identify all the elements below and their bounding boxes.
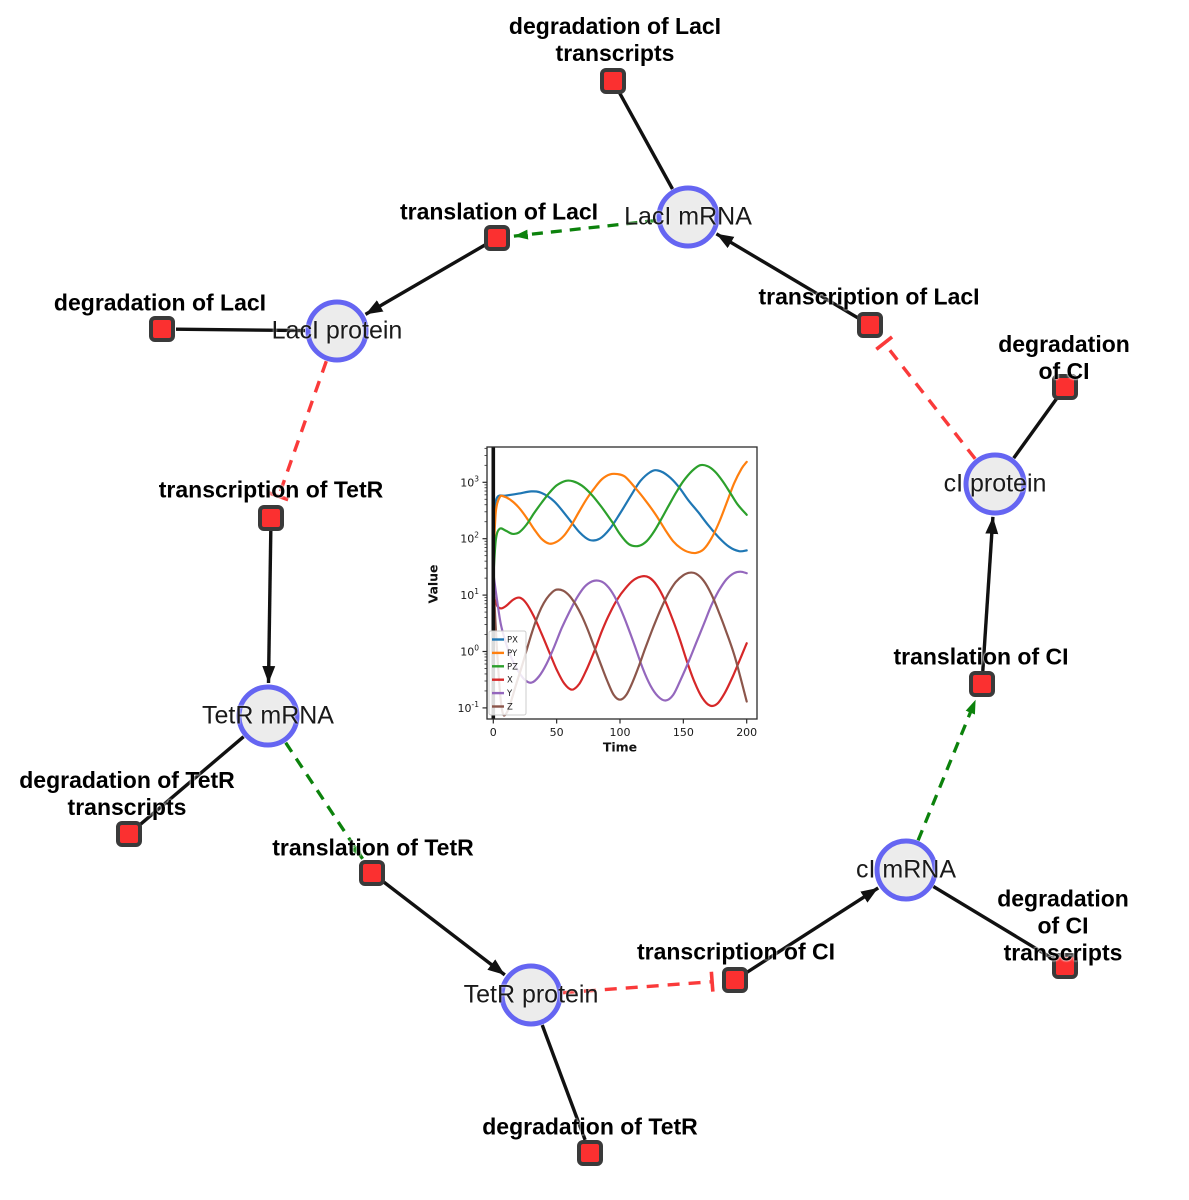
legend-label-Z: Z: [507, 703, 513, 713]
process-node-tl_laci: [484, 225, 510, 251]
species-node-ci_protein: [963, 452, 1027, 516]
species-node-tetr_protein: [499, 963, 563, 1027]
process-node-tx_laci: [857, 312, 883, 338]
plot-frame: [486, 446, 758, 720]
edge-degradation-laci_protein-deg_laci: [175, 327, 306, 333]
process-node-tl_tetr: [359, 860, 385, 886]
process-node-deg_laci: [149, 316, 175, 342]
legend-label-Y: Y: [506, 689, 513, 699]
edge-production-tl_tetr-tetr_protein: [381, 879, 506, 977]
series-PX: [492, 469, 748, 553]
legend-label-PY: PY: [507, 649, 518, 659]
legend-label-X: X: [507, 676, 513, 686]
edge-production-tx_laci-laci_mrna: [715, 232, 860, 320]
process-node-deg_ci_tx: [1052, 953, 1078, 979]
edge-production-tl_laci-laci_protein: [364, 243, 487, 316]
edges-layer: [138, 92, 1059, 1141]
species-nodes-layer: [236, 185, 1027, 1027]
x-tick-label: 200: [736, 726, 757, 739]
edge-degradation-tetr_mrna-deg_tetr_tx: [138, 735, 245, 827]
edge-production-tl_ci-ci_protein: [981, 516, 999, 672]
species-node-laci_mrna: [656, 185, 720, 249]
x-tick-label: 50: [550, 726, 564, 739]
edge-degradation-laci_mrna-deg_laci_tx: [618, 92, 674, 190]
series-X: [492, 574, 748, 708]
species-node-tetr_mrna: [236, 684, 300, 748]
process-nodes-layer: [116, 68, 1078, 1166]
process-node-deg_laci_tx: [600, 68, 626, 94]
species-node-laci_protein: [305, 299, 369, 363]
legend-label-PZ: PZ: [507, 662, 518, 672]
process-node-tx_ci: [722, 967, 748, 993]
edge-inhibition-ci_protein-tx_laci: [875, 335, 977, 460]
process-node-tx_tetr: [258, 505, 284, 531]
edge-translation-tetr_mrna-tl_tetr: [284, 741, 364, 860]
edge-degradation-ci_protein-deg_ci: [1012, 397, 1059, 460]
edge-inhibition-tetr_protein-tx_ci: [562, 971, 715, 995]
process-node-deg_ci: [1052, 374, 1078, 400]
process-node-deg_tetr_tx: [116, 821, 142, 847]
edge-degradation-ci_mrna-deg_ci_tx: [932, 885, 1054, 961]
process-node-tl_ci: [969, 671, 995, 697]
edge-production-tx_tetr-tetr_mrna: [262, 530, 276, 684]
plot-legend: PX PY PZ XYZ: [488, 630, 527, 716]
x-tick-label: 0: [490, 726, 497, 739]
edge-translation-ci_mrna-tl_ci: [916, 699, 978, 842]
edge-production-tx_ci-ci_mrna: [744, 886, 880, 975]
edge-inhibition-laci_protein-tx_tetr: [268, 360, 328, 502]
x-tick-label: 100: [610, 726, 631, 739]
process-node-deg_tetr: [577, 1140, 603, 1166]
edge-degradation-tetr_protein-deg_tetr: [540, 1024, 587, 1141]
legend-label-PX: PX: [507, 636, 518, 646]
edge-translation-laci_mrna-tl_laci: [513, 218, 657, 240]
series-PY: [492, 460, 748, 563]
species-node-ci_mrna: [874, 838, 938, 902]
series-PZ: [492, 463, 748, 580]
x-tick-label: 150: [673, 726, 694, 739]
